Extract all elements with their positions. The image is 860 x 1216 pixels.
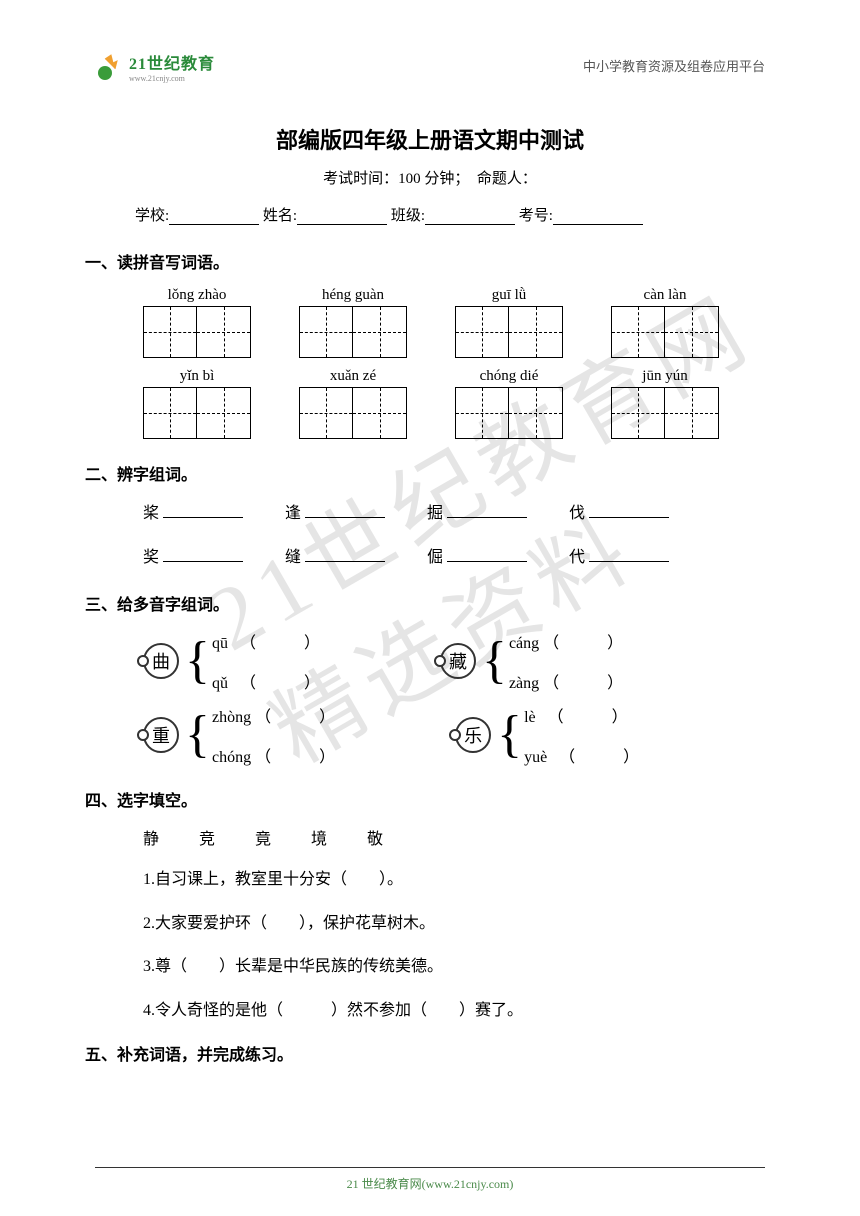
pinyin-item: guī lǜ [455, 287, 563, 304]
footer-text: 21 世纪教育网(www.21cnjy.com) [0, 1175, 860, 1192]
char-row-2: 奖 缝 倔 代 [143, 543, 765, 567]
poly-item-qu: 曲 { qū （ ） qǔ （ ） [143, 629, 320, 693]
fill-blank[interactable] [447, 500, 527, 518]
char: 桨 [143, 505, 159, 522]
header-right-text: 中小学教育资源及组卷应用平台 [583, 56, 765, 75]
pinyin-row-2: yǐn bì xuǎn zé chóng dié jūn yún [143, 368, 765, 385]
brace-icon: { [482, 641, 507, 681]
poly-char: 重 [143, 717, 179, 753]
brace-icon: { [497, 715, 522, 755]
info-label-school: 学校: [135, 208, 169, 224]
poly-item-le: 乐 { lè （ ） yuè （ ） [455, 703, 639, 767]
fill-blank[interactable] [305, 500, 385, 518]
pinyin-item: lǒng zhào [143, 287, 251, 304]
school-blank[interactable] [169, 207, 259, 225]
logo-title: 21世纪教育 [129, 50, 215, 74]
info-label-name: 姓名: [263, 208, 297, 224]
tian-grid[interactable] [455, 306, 563, 358]
tian-grid[interactable] [611, 306, 719, 358]
fill-blank[interactable] [589, 544, 669, 562]
pinyin-label: chóng [212, 749, 251, 767]
char: 缝 [285, 549, 301, 566]
grid-row-2 [143, 387, 765, 439]
section2-title: 二、辨字组词。 [85, 461, 765, 485]
pinyin-label: zàng [509, 675, 539, 693]
pinyin-item: héng guàn [299, 287, 407, 304]
id-blank[interactable] [553, 207, 643, 225]
section5-title: 五、补充词语，并完成练习。 [85, 1041, 765, 1065]
brace-icon: { [185, 715, 210, 755]
fill-item-2: 2.大家要爱护环（ ），保护花草树木。 [143, 911, 765, 937]
char: 代 [569, 549, 585, 566]
page-title: 部编版四年级上册语文期中测试 [95, 123, 765, 155]
pinyin-item: xuǎn zé [299, 368, 407, 385]
poly-row-2: 重 { zhòng（ ） chóng（ ） 乐 { lè （ ） yuè （ ） [143, 703, 765, 767]
char: 逢 [285, 505, 301, 522]
fill-item-3: 3.尊（ ）长辈是中华民族的传统美德。 [143, 954, 765, 980]
pinyin-label: lè [524, 709, 536, 727]
polyphone-area: 曲 { qū （ ） qǔ （ ） 藏 { cáng（ ） zàng（ ） 重 [143, 629, 765, 767]
pinyin-item: jūn yún [611, 368, 719, 385]
section3-title: 三、给多音字组词。 [85, 591, 765, 615]
char: 伐 [569, 505, 585, 522]
fill-section: 静 竞 竟 境 敬 1.自习课上，教室里十分安（ ）。 2.大家要爱护环（ ），… [143, 825, 765, 1023]
pinyin-item: chóng dié [455, 368, 563, 385]
section4-title: 四、选字填空。 [85, 787, 765, 811]
pinyin-label: yuè [524, 749, 547, 767]
poly-options: cáng（ ） zàng（ ） [509, 629, 623, 693]
logo-url: www.21cnjy.com [129, 74, 215, 83]
poly-item-zhong: 重 { zhòng（ ） chóng（ ） [143, 703, 335, 767]
poly-options: lè （ ） yuè （ ） [524, 703, 639, 767]
brace-icon: { [185, 641, 210, 681]
pinyin-item: càn làn [611, 287, 719, 304]
pinyin-label: cáng [509, 635, 539, 653]
char-row-1: 桨 逢 掘 伐 [143, 499, 765, 523]
fill-blank[interactable] [447, 544, 527, 562]
fill-blank[interactable] [163, 500, 243, 518]
page-content: 21世纪教育 www.21cnjy.com 中小学教育资源及组卷应用平台 部编版… [95, 50, 765, 1065]
poly-row-1: 曲 { qū （ ） qǔ （ ） 藏 { cáng（ ） zàng（ ） [143, 629, 765, 693]
tian-grid[interactable] [455, 387, 563, 439]
info-line: 学校: 姓名: 班级: 考号: [135, 204, 765, 225]
poly-options: qū （ ） qǔ （ ） [212, 629, 320, 693]
class-blank[interactable] [425, 207, 515, 225]
page-subtitle: 考试时间：100 分钟； 命题人： [95, 167, 765, 188]
tian-grid[interactable] [299, 306, 407, 358]
char: 倔 [427, 549, 443, 566]
pinyin-label: qū [212, 635, 228, 653]
poly-item-cang: 藏 { cáng（ ） zàng（ ） [440, 629, 623, 693]
tian-grid[interactable] [143, 387, 251, 439]
logo-icon [95, 53, 123, 81]
poly-char: 乐 [455, 717, 491, 753]
pinyin-label: zhòng [212, 709, 251, 727]
char: 奖 [143, 549, 159, 566]
tian-grid[interactable] [299, 387, 407, 439]
fill-item-1: 1.自习课上，教室里十分安（ ）。 [143, 867, 765, 893]
pinyin-item: yǐn bì [143, 368, 251, 385]
poly-options: zhòng（ ） chóng（ ） [212, 703, 335, 767]
fill-blank[interactable] [589, 500, 669, 518]
info-label-id: 考号: [519, 208, 553, 224]
footer-line [95, 1167, 765, 1168]
grid-row-1 [143, 306, 765, 358]
poly-char: 藏 [440, 643, 476, 679]
poly-char: 曲 [143, 643, 179, 679]
info-label-class: 班级: [391, 208, 425, 224]
fill-blank[interactable] [163, 544, 243, 562]
section1-title: 一、读拼音写词语。 [85, 249, 765, 273]
fill-blank[interactable] [305, 544, 385, 562]
fill-options: 静 竞 竟 境 敬 [143, 825, 765, 849]
name-blank[interactable] [297, 207, 387, 225]
char: 掘 [427, 505, 443, 522]
header: 21世纪教育 www.21cnjy.com 中小学教育资源及组卷应用平台 [95, 50, 765, 83]
pinyin-label: qǔ [212, 675, 228, 693]
pinyin-row-1: lǒng zhào héng guàn guī lǜ càn làn [143, 287, 765, 304]
fill-item-4: 4.令人奇怪的是他（ ）然不参加（ ）赛了。 [143, 998, 765, 1024]
logo-area: 21世纪教育 www.21cnjy.com [95, 50, 215, 83]
tian-grid[interactable] [611, 387, 719, 439]
logo-text: 21世纪教育 www.21cnjy.com [129, 50, 215, 83]
tian-grid[interactable] [143, 306, 251, 358]
